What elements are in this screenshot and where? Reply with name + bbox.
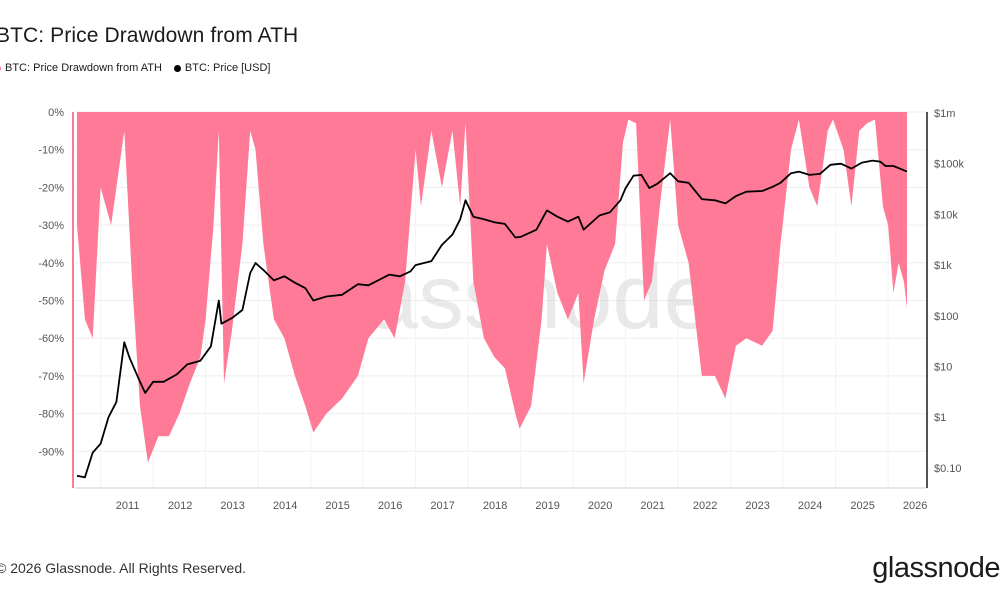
y-left-tick-label: -10% bbox=[38, 145, 64, 157]
x-tick-label: 2022 bbox=[693, 500, 717, 512]
y-left-tick-label: -80% bbox=[38, 409, 64, 421]
y-right-tick-label: $10 bbox=[934, 362, 952, 374]
x-tick-label: 2018 bbox=[483, 500, 507, 512]
x-tick-label: 2019 bbox=[535, 500, 559, 512]
y-right-tick-label: $1 bbox=[934, 412, 946, 424]
x-tick-label: 2011 bbox=[116, 500, 140, 512]
x-tick-label: 2021 bbox=[640, 500, 664, 512]
y-left-tick-label: -50% bbox=[38, 296, 64, 308]
x-tick-label: 2014 bbox=[273, 500, 297, 512]
legend-label-price: BTC: Price [USD] bbox=[184, 62, 271, 74]
x-tick-label: 2015 bbox=[325, 500, 349, 512]
x-tick-label: 2017 bbox=[430, 500, 454, 512]
y-right-tick-label: $1k bbox=[934, 260, 952, 272]
legend-item-price[interactable]: BTC: Price [USD] bbox=[173, 62, 271, 74]
price-line-layer bbox=[76, 159, 908, 479]
x-tick-label: 2020 bbox=[588, 500, 612, 512]
y-left-tick-label: -30% bbox=[38, 220, 64, 232]
y-left-tick-label: -60% bbox=[38, 333, 64, 345]
x-tick-label: 2016 bbox=[378, 500, 402, 512]
y-right-tick-label: $100 bbox=[934, 311, 958, 323]
x-tick-label: 2024 bbox=[798, 500, 822, 512]
x-tick-label: 2025 bbox=[850, 500, 874, 512]
x-tick-label: 2023 bbox=[745, 500, 769, 512]
axes: 0% -10% -20% -30% -40% -50% -60% -70% -80% -90% $1… bbox=[38, 107, 964, 512]
y-left-tick-label: 0% bbox=[48, 107, 64, 119]
y-right-tick-label: $0.10 bbox=[934, 463, 962, 475]
y-right-tick-label: $1m bbox=[934, 108, 955, 120]
legend-label-drawdown: BTC: Price Drawdown from ATH bbox=[5, 62, 162, 74]
x-tick-label: 2013 bbox=[220, 500, 244, 512]
price-line bbox=[76, 159, 908, 479]
x-tick-label: 2026 bbox=[903, 500, 927, 512]
y-left-tick-label: -90% bbox=[38, 446, 64, 458]
y-right-tick-label: $100k bbox=[934, 159, 964, 171]
legend-item-drawdown[interactable]: BTC: Price Drawdown from ATH bbox=[0, 62, 162, 74]
x-tick-label: 2012 bbox=[168, 500, 192, 512]
y-left-tick-label: -20% bbox=[38, 182, 64, 194]
legend-swatch-drawdown bbox=[0, 64, 1, 72]
chart-legend: BTC: Price Drawdown from ATH BTC: Price … bbox=[0, 62, 270, 74]
drawdown-area-layer bbox=[77, 112, 907, 463]
y-left-tick-label: -70% bbox=[38, 371, 64, 383]
chart-title: BTC: Price Drawdown from ATH bbox=[0, 24, 299, 47]
drawdown-area bbox=[77, 112, 907, 463]
y-left-tick-label: -40% bbox=[38, 258, 64, 270]
y-right-tick-label: $10k bbox=[934, 209, 958, 221]
glassnode-logo[interactable]: glassnode bbox=[872, 552, 1000, 584]
legend-swatch-price bbox=[173, 64, 181, 72]
copyright-footer: © 2026 Glassnode. All Rights Reserved. bbox=[0, 560, 247, 576]
